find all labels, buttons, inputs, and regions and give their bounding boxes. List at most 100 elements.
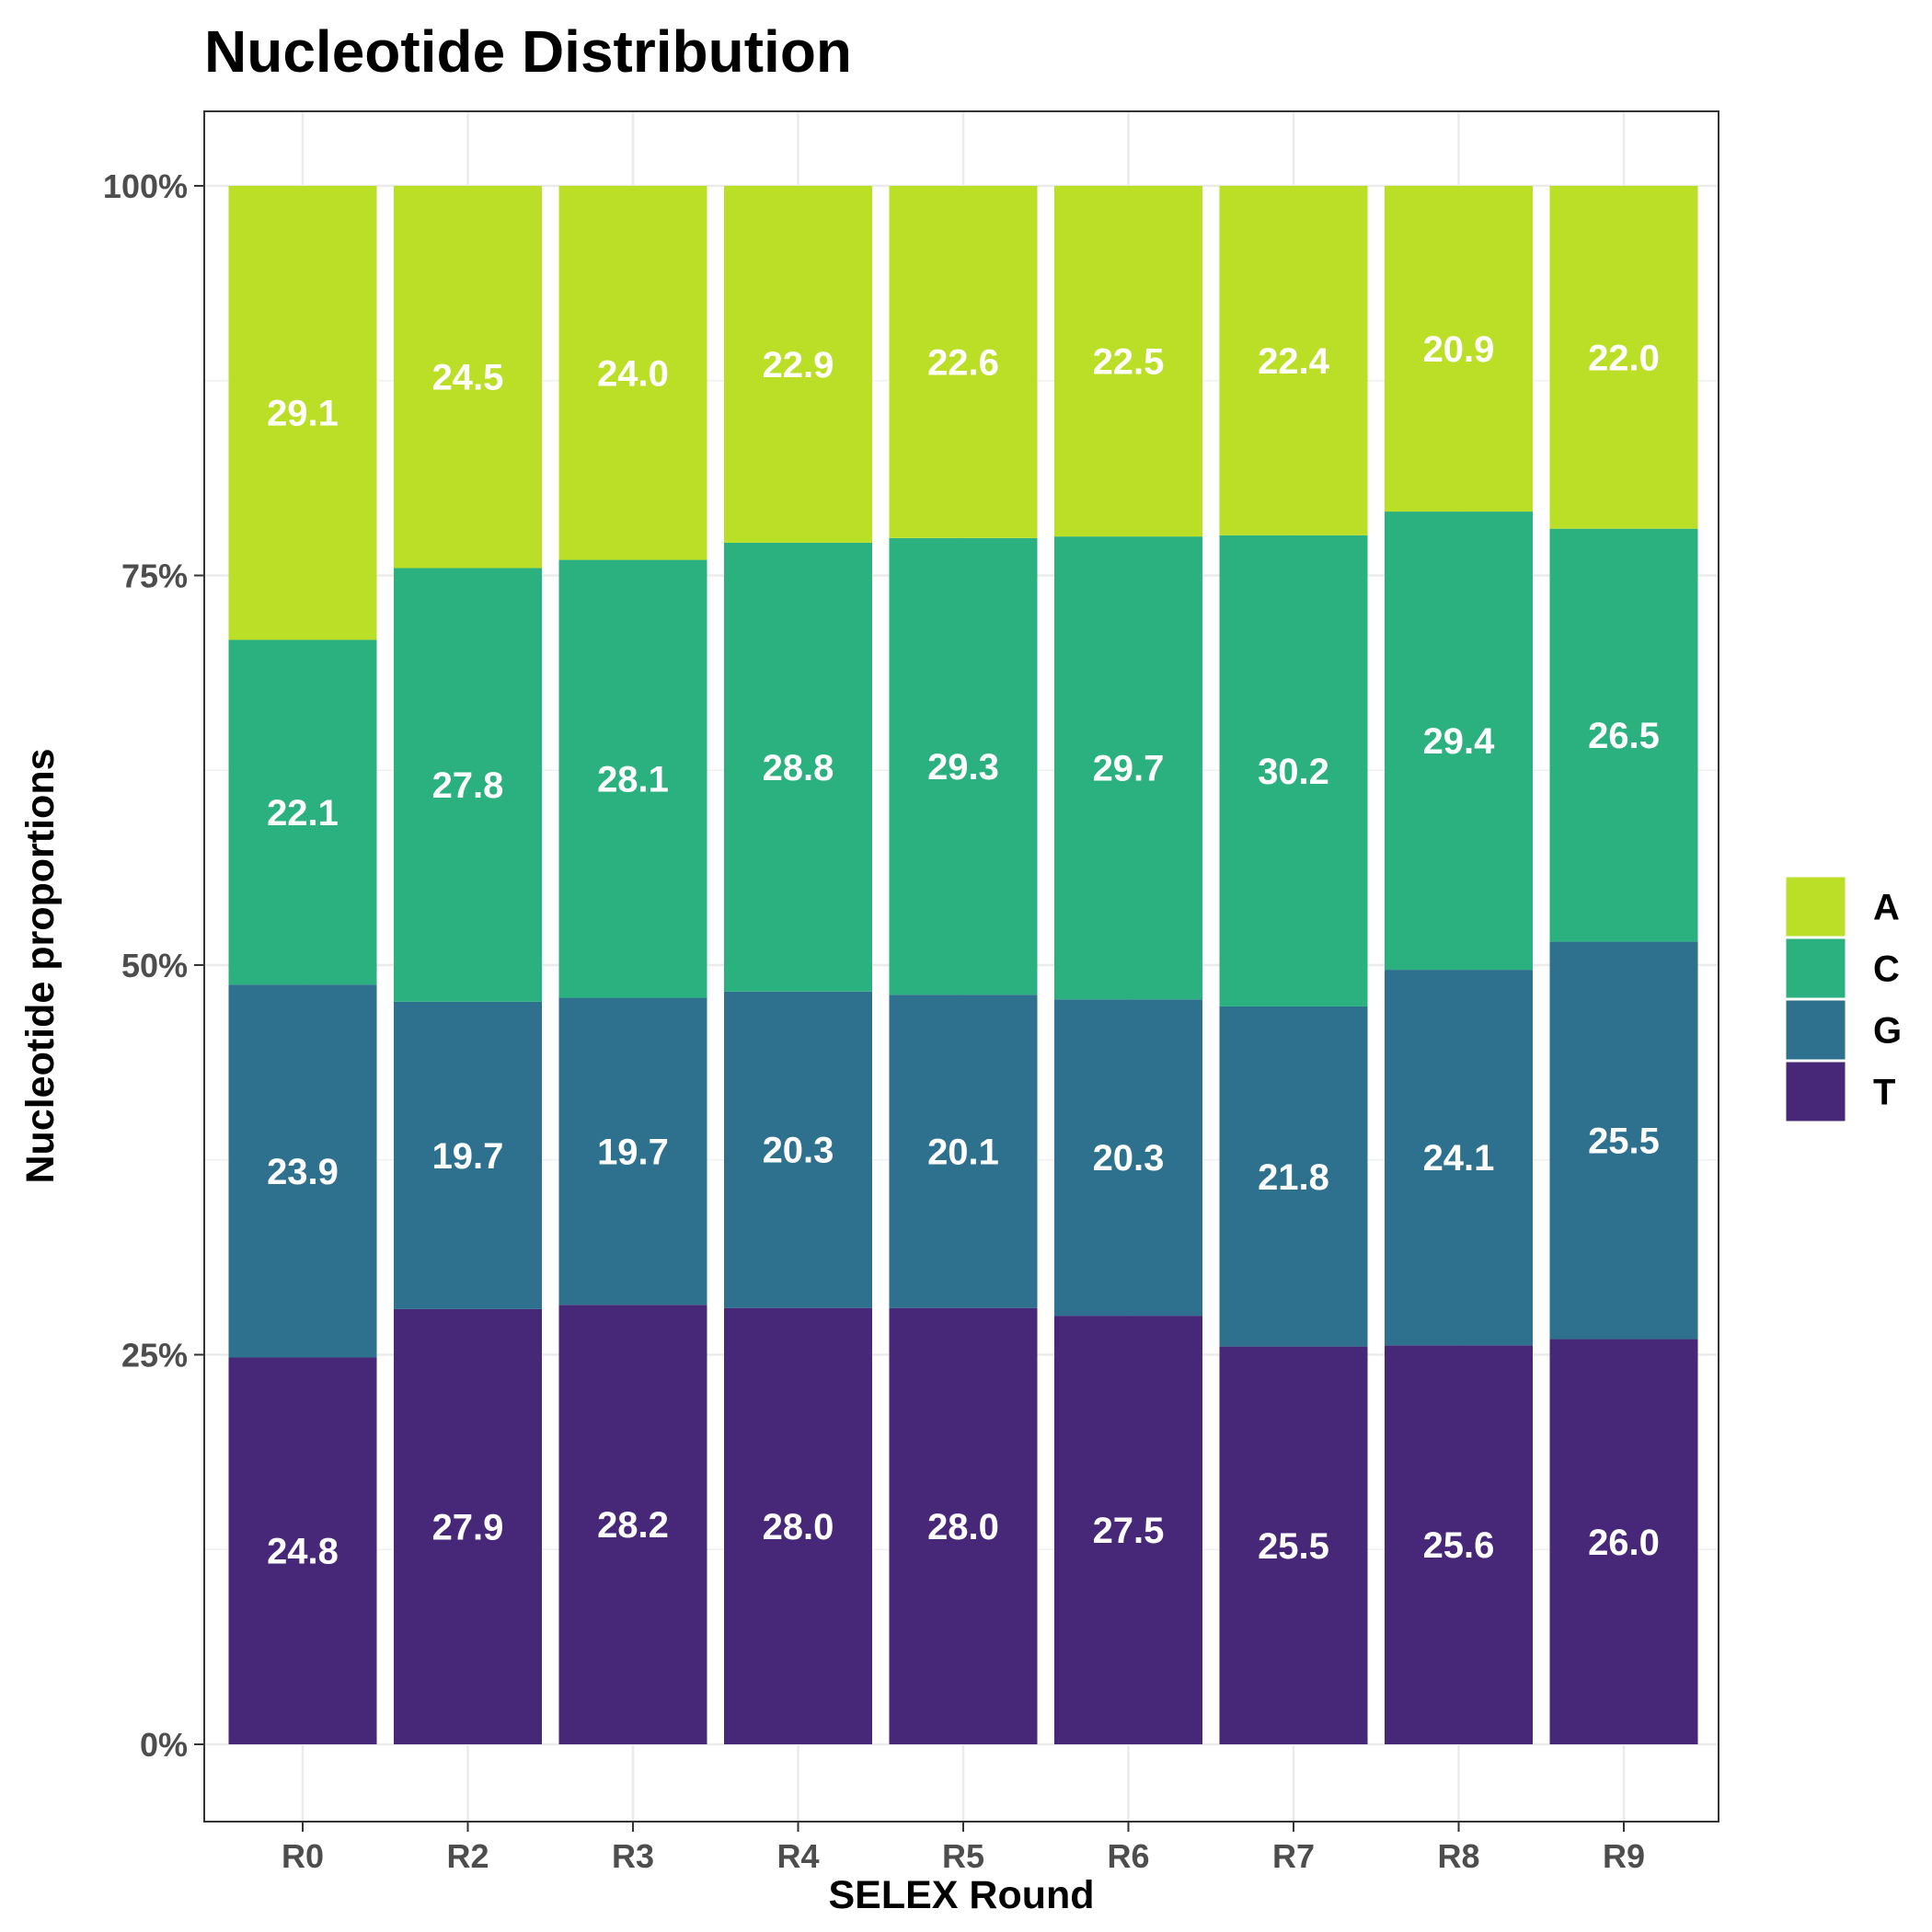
bar-segment-C-R6: [1054, 536, 1202, 1000]
y-tick-label: 25%: [121, 1337, 188, 1374]
data-label-T-R7: 25.5: [1258, 1526, 1329, 1567]
bar-segment-G-R2: [394, 1001, 542, 1309]
legend-key-C: [1783, 936, 1848, 1001]
bar-segment-A-R9: [1549, 186, 1698, 529]
y-tick-label: 100%: [103, 167, 188, 205]
bar-segment-C-R0: [228, 639, 377, 985]
bar-segment-G-R0: [228, 984, 377, 1358]
data-label-G-R8: 24.1: [1423, 1138, 1495, 1179]
data-label-T-R0: 24.8: [267, 1532, 339, 1572]
bar-segment-G-R9: [1549, 941, 1698, 1340]
data-label-C-R2: 27.8: [432, 765, 504, 806]
x-tick-label: R4: [776, 1837, 819, 1875]
data-label-G-R5: 20.1: [927, 1132, 999, 1172]
data-label-A-R4: 22.9: [763, 345, 834, 385]
legend-label-T: T: [1873, 1073, 1895, 1113]
data-label-T-R8: 25.6: [1423, 1525, 1495, 1566]
bar-segment-T-R0: [228, 1357, 377, 1744]
bar-segment-G-R8: [1385, 970, 1533, 1346]
bar-segment-G-R7: [1219, 1006, 1368, 1347]
bar-segment-G-R6: [1054, 999, 1202, 1317]
data-label-A-R2: 24.5: [432, 358, 504, 398]
bar-segment-A-R3: [558, 186, 707, 560]
data-label-T-R4: 28.0: [763, 1507, 834, 1547]
data-label-C-R4: 28.8: [763, 748, 834, 788]
data-label-G-R2: 19.7: [432, 1136, 504, 1177]
data-label-C-R3: 28.1: [597, 760, 669, 800]
data-label-T-R6: 27.5: [1093, 1511, 1165, 1551]
data-label-A-R5: 22.6: [927, 342, 999, 383]
x-tick-label: R2: [446, 1837, 489, 1875]
data-labels: 24.8 23.9 22.1 29.1 27.9 19.7 27.8 24.5 28.2 19.7…: [267, 329, 1660, 1572]
x-tick-label: R3: [612, 1837, 654, 1875]
bar-segment-A-R8: [1385, 186, 1533, 512]
bar-segment-T-R2: [394, 1308, 542, 1744]
data-label-T-R3: 28.2: [597, 1505, 669, 1546]
data-label-G-R0: 23.9: [267, 1152, 339, 1192]
data-label-G-R3: 19.7: [597, 1132, 669, 1172]
x-axis: R0 R2 R3 R4 R5 R6 R7 R8 R9: [282, 1822, 1645, 1875]
bar-segment-C-R2: [394, 568, 542, 1002]
bar-segment-T-R3: [558, 1305, 707, 1744]
y-tick-label: 75%: [121, 558, 188, 595]
bar-segment-A-R5: [889, 186, 1038, 538]
data-label-C-R7: 30.2: [1258, 752, 1329, 792]
y-axis: 0% 25% 50% 75% 100%: [103, 167, 204, 1764]
bar-segment-C-R7: [1219, 535, 1368, 1006]
bar-segment-A-R4: [724, 186, 872, 543]
x-tick-label: R9: [1603, 1837, 1645, 1875]
bar-segment-G-R4: [724, 991, 872, 1308]
bar-segment-A-R0: [228, 186, 377, 640]
bar-segment-A-R2: [394, 186, 542, 569]
legend-key-T: [1783, 1059, 1848, 1124]
data-label-G-R6: 20.3: [1093, 1138, 1165, 1179]
bar-segment-C-R4: [724, 542, 872, 992]
data-label-C-R6: 29.7: [1093, 749, 1165, 789]
bars: [228, 186, 1698, 1744]
bar-segment-A-R7: [1219, 186, 1368, 535]
x-tick-label: R6: [1107, 1837, 1149, 1875]
x-tick-label: R8: [1437, 1837, 1479, 1875]
data-label-A-R7: 22.4: [1258, 341, 1330, 382]
legend-label-G: G: [1873, 1011, 1902, 1052]
chart-title: Nucleotide Distribution: [204, 18, 852, 85]
x-tick-label: R5: [942, 1837, 984, 1875]
bar-segment-G-R5: [889, 995, 1038, 1308]
data-label-A-R6: 22.5: [1093, 342, 1165, 383]
data-label-T-R5: 28.0: [927, 1507, 999, 1547]
bar-segment-T-R7: [1219, 1346, 1368, 1744]
data-label-C-R8: 29.4: [1423, 721, 1496, 762]
bar-segment-C-R3: [558, 559, 707, 998]
bar-segment-T-R4: [724, 1307, 872, 1744]
data-label-G-R7: 21.8: [1258, 1157, 1329, 1198]
data-label-G-R4: 20.3: [763, 1131, 834, 1171]
bar-segment-C-R9: [1549, 528, 1698, 942]
plot-border: [203, 110, 1719, 1823]
legend-label-A: A: [1873, 888, 1900, 928]
legend-label-C: C: [1873, 949, 1900, 990]
data-label-A-R3: 24.0: [597, 353, 669, 394]
bar-segment-A-R6: [1054, 186, 1202, 537]
data-label-A-R0: 29.1: [267, 394, 339, 434]
bar-segment-T-R6: [1054, 1316, 1202, 1744]
data-label-T-R9: 26.0: [1588, 1523, 1660, 1563]
data-label-G-R9: 25.5: [1588, 1121, 1660, 1162]
data-label-C-R0: 22.1: [267, 793, 339, 834]
legend-key-G: [1783, 997, 1848, 1063]
bar-segment-G-R3: [558, 997, 707, 1305]
data-label-T-R2: 27.9: [432, 1507, 504, 1547]
bar-segment-T-R8: [1385, 1345, 1533, 1744]
data-label-C-R5: 29.3: [927, 747, 999, 788]
x-axis-title: SELEX Round: [828, 1873, 1094, 1917]
bar-segment-T-R5: [889, 1307, 1038, 1744]
bar-segment-T-R9: [1549, 1339, 1698, 1744]
bar-segment-C-R5: [889, 537, 1038, 995]
y-tick-label: 0%: [140, 1726, 188, 1764]
x-tick-label: R0: [282, 1837, 324, 1875]
data-label-A-R8: 20.9: [1423, 329, 1495, 370]
legend-key-A: [1783, 874, 1848, 939]
bar-segment-C-R8: [1385, 512, 1533, 971]
data-label-A-R9: 22.0: [1588, 338, 1660, 378]
